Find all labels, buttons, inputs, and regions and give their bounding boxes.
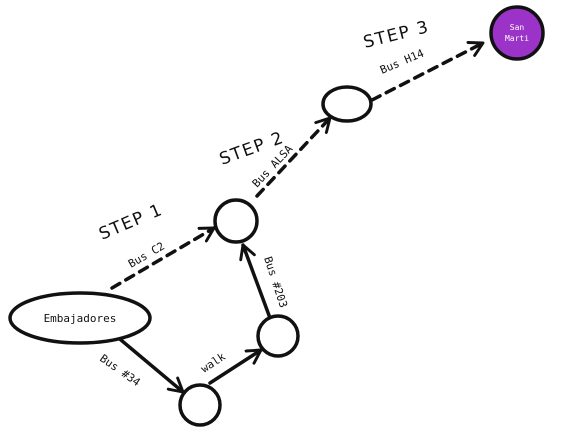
label-bus-34: Bus #34 bbox=[97, 352, 143, 389]
node-san-marti bbox=[489, 5, 545, 61]
node-walk-start bbox=[178, 383, 222, 427]
edge-bus-alsa bbox=[255, 116, 332, 198]
node-embajadores bbox=[8, 291, 152, 345]
node-san-marti-label-2: Marti bbox=[505, 34, 529, 43]
label-walk: walk bbox=[199, 350, 229, 376]
node-walk-end bbox=[256, 314, 300, 358]
node-transfer-b bbox=[321, 85, 373, 123]
step-1-heading: STEP 1 bbox=[96, 200, 166, 245]
label-bus-h14: Bus H14 bbox=[378, 47, 426, 77]
edge-bus-34 bbox=[113, 333, 185, 394]
node-embajadores-label: Embajadores bbox=[44, 312, 117, 325]
edge-bus-c2 bbox=[110, 226, 216, 290]
edge-bus-h14 bbox=[370, 41, 485, 102]
edge-bus-203 bbox=[239, 243, 272, 320]
node-san-marti-label-1: San bbox=[510, 23, 525, 32]
node-transfer-a bbox=[213, 198, 259, 244]
edge-walk bbox=[208, 348, 263, 385]
